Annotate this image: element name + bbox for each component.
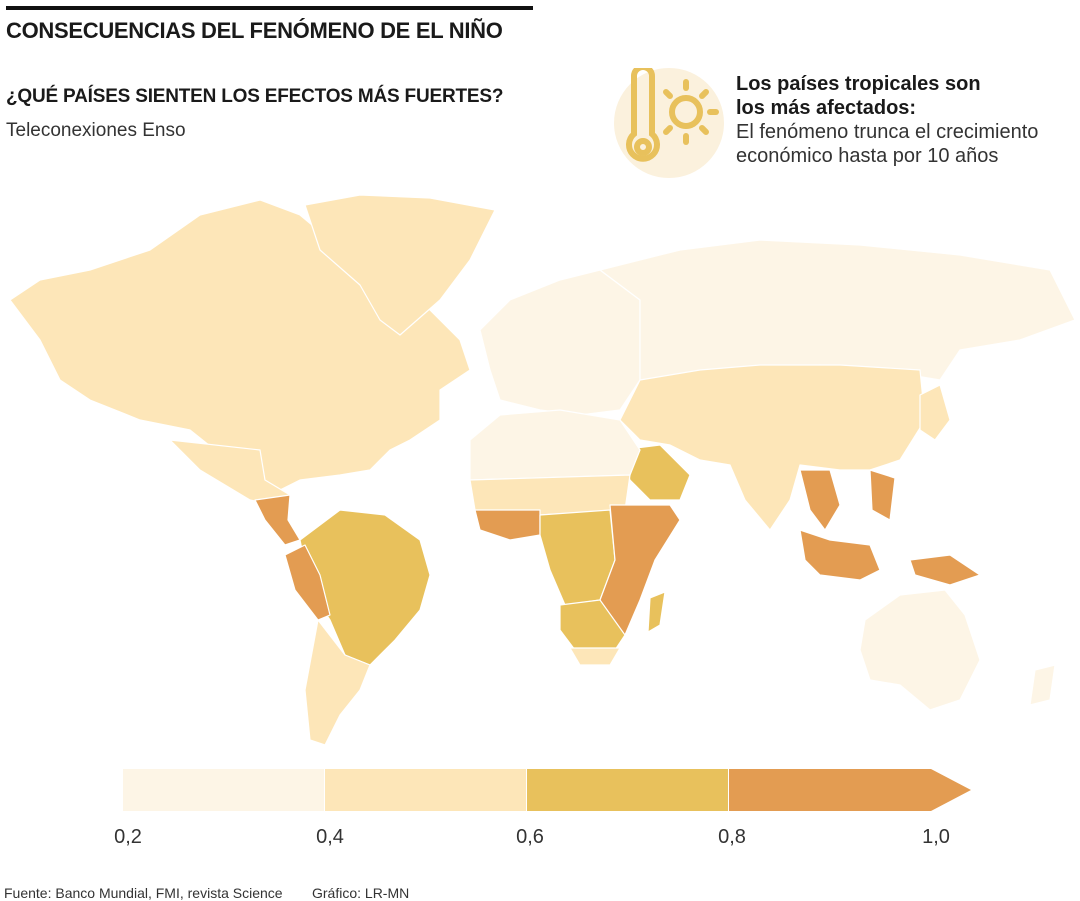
page-title: CONSECUENCIAS DEL FENÓMENO DE EL NIÑO (6, 18, 503, 43)
region-japan (919, 384, 951, 441)
map-description: Teleconexiones Enso (6, 120, 186, 141)
region-west-africa (474, 509, 541, 541)
legend-swatch-0.2-0.4 (123, 769, 324, 811)
legend-swatch-0.6-0.8 (527, 769, 728, 811)
region-indonesia (799, 529, 881, 581)
region-sahel (469, 474, 631, 516)
region-greenland (304, 194, 496, 336)
region-madagascar (647, 591, 666, 633)
callout-headline: Los países tropicales son (736, 73, 981, 95)
region-australia (859, 589, 981, 711)
region-peru-ecuador (284, 544, 331, 621)
region-south-africa (569, 647, 621, 666)
region-new-zealand (1029, 664, 1056, 706)
region-east-africa (599, 504, 681, 636)
thermometer-sun-icon (614, 64, 724, 178)
legend-swatch-0.8-1.0 (729, 769, 971, 811)
top-rule (6, 6, 533, 10)
region-philippines (869, 469, 896, 521)
callout-body: económico hasta por 10 años (736, 145, 999, 167)
color-scale-legend (123, 769, 971, 811)
map-subtitle: ¿QUÉ PAÍSES SIENTEN LOS EFECTOS MÁS FUER… (6, 86, 504, 107)
region-saudi-arabia (619, 444, 691, 501)
region-asia (619, 364, 926, 531)
legend-tick: 1,0 (922, 826, 950, 848)
legend-tick: 0,6 (516, 826, 544, 848)
legend-tick: 0,4 (316, 826, 344, 848)
callout-text: Los países tropicales son los más afecta… (736, 72, 1038, 168)
legend-tick: 0,2 (114, 826, 142, 848)
region-north-africa (469, 409, 641, 481)
legend-tick: 0,8 (718, 826, 746, 848)
world-map (9, 194, 1076, 746)
source-note: Fuente: Banco Mundial, FMI, revista Scie… (4, 885, 283, 901)
region-russia (599, 239, 1076, 381)
credit-note: Gráfico: LR-MN (312, 885, 410, 901)
legend-swatch-0.4-0.6 (325, 769, 526, 811)
region-europe (479, 269, 641, 416)
callout-headline: los más afectados: (736, 97, 917, 119)
region-southeast-asia (799, 469, 841, 531)
callout-body: El fenómeno trunca el crecimiento (736, 121, 1039, 143)
region-central-america (254, 494, 301, 546)
region-argentina-chile (304, 619, 371, 746)
region-new-guinea (909, 554, 981, 586)
